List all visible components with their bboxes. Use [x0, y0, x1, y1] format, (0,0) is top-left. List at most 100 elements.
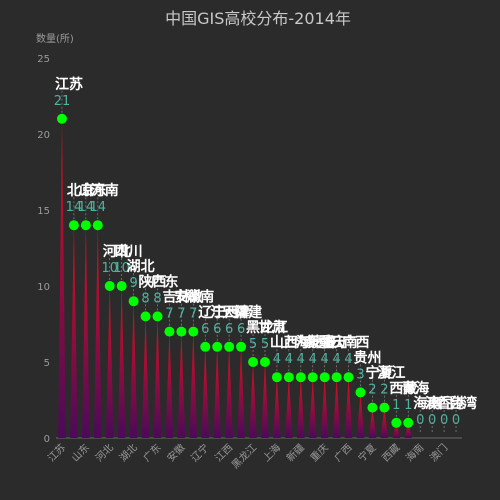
value-label: 4: [321, 352, 329, 367]
x-tick-label: 安徽: [164, 441, 187, 464]
value-label: 6: [213, 322, 221, 337]
value-label: 4: [297, 352, 305, 367]
value-label: 10: [113, 261, 130, 276]
value-label: 14: [90, 200, 107, 215]
y-axis-label: 数量(所): [36, 32, 74, 45]
value-label: 4: [273, 352, 281, 367]
value-label: 6: [225, 322, 233, 337]
bar: [141, 316, 150, 438]
bar: [261, 362, 269, 438]
category-name-label: 天津: [222, 304, 250, 321]
bar: [249, 362, 257, 438]
category-name-label: 吉林: [162, 289, 190, 306]
category-name-label: 浙江: [377, 365, 405, 382]
bar: [380, 407, 389, 438]
data-point-marker: [140, 311, 151, 322]
category-name-label: 河南: [91, 182, 119, 199]
data-point-marker: [319, 372, 330, 383]
bar: [213, 346, 222, 438]
data-point-marker: [391, 417, 402, 428]
data-point-marker: [403, 417, 414, 428]
y-tick-label: 0: [44, 434, 50, 445]
bar: [201, 346, 210, 438]
x-tick-label: 上海: [260, 441, 283, 464]
category-name-label: 新疆: [306, 334, 334, 351]
category-name-label: 台湾: [449, 395, 477, 412]
data-point-marker: [188, 326, 199, 337]
bar: [296, 377, 305, 438]
data-point-marker: [379, 402, 390, 413]
bar: [105, 286, 114, 438]
data-point-marker: [224, 341, 235, 352]
category-name-label: 香港: [436, 395, 466, 412]
value-label: 2: [380, 383, 388, 398]
data-point-marker: [283, 372, 294, 383]
value-label: 0: [428, 413, 436, 428]
category-name-label: 广西: [342, 334, 370, 351]
y-tick-label: 20: [37, 130, 50, 141]
data-point-marker: [128, 296, 139, 307]
bar: [368, 407, 377, 438]
value-label: 6: [201, 322, 209, 337]
bar: [58, 118, 66, 439]
category-name-label: 福建: [233, 304, 262, 321]
data-point-marker: [331, 372, 342, 383]
category-name-label: 湖南: [186, 289, 214, 306]
bar: [129, 301, 138, 438]
category-name-label: 安徽: [174, 289, 203, 306]
category-name-label: 上海: [282, 334, 310, 351]
data-point-marker: [259, 357, 270, 367]
category-name-label: 四川: [115, 244, 143, 260]
category-name-label: 贵州: [354, 349, 382, 366]
value-label: 7: [189, 307, 197, 322]
data-point-marker: [343, 372, 354, 383]
y-tick-label: 10: [37, 282, 50, 293]
y-tick-label: 5: [44, 358, 50, 369]
data-point-marker: [367, 402, 378, 413]
data-point-marker: [200, 341, 211, 352]
value-label: 9: [129, 276, 137, 291]
value-label: 6: [237, 322, 245, 337]
category-name-label: 甘肃: [258, 319, 286, 336]
x-tick-label: 重庆: [307, 441, 330, 464]
data-point-marker: [248, 357, 259, 367]
x-tick-label: 黑龙江: [229, 441, 259, 471]
chart-title: 中国GIS高校分布-2014年: [165, 9, 351, 28]
category-name-label: 重庆: [318, 334, 346, 351]
category-name-label: 青海: [401, 380, 429, 397]
value-label: 21: [54, 94, 71, 109]
value-label: 4: [309, 352, 317, 367]
bar: [344, 377, 353, 438]
category-name-label: 西藏: [389, 380, 417, 397]
value-label: 8: [153, 291, 161, 306]
value-label: 0: [440, 413, 448, 428]
data-point-marker: [176, 326, 187, 337]
category-name-label: 山西: [270, 335, 298, 351]
bar: [165, 331, 174, 438]
bar: [320, 377, 329, 438]
category-name-label: 辽宁: [198, 304, 226, 321]
category-name-label: 江西: [210, 304, 238, 321]
value-label: 4: [285, 352, 293, 367]
x-tick-label: 澳门: [427, 441, 450, 464]
y-tick-label: 15: [37, 206, 50, 217]
category-name-label: 江苏: [55, 76, 83, 93]
value-label: 4: [332, 352, 340, 367]
x-tick-label: 湖北: [117, 442, 140, 465]
bars: [56, 86, 457, 439]
value-label: 7: [177, 307, 185, 322]
bar: [308, 377, 317, 438]
x-tick-label: 广西: [332, 442, 355, 465]
value-label: 14: [78, 200, 95, 215]
value-label: 5: [261, 337, 269, 352]
category-name-label: 海南: [413, 395, 441, 412]
data-point-marker: [307, 372, 318, 383]
value-label: 0: [416, 413, 424, 428]
category-name-label: 云南: [330, 334, 358, 351]
value-label: 0: [452, 413, 460, 428]
x-tick-label: 宁夏: [355, 441, 378, 464]
category-name-label: 山东: [79, 182, 107, 199]
data-point-marker: [104, 281, 115, 291]
data-point-marker: [271, 372, 282, 383]
bar: [153, 316, 162, 438]
